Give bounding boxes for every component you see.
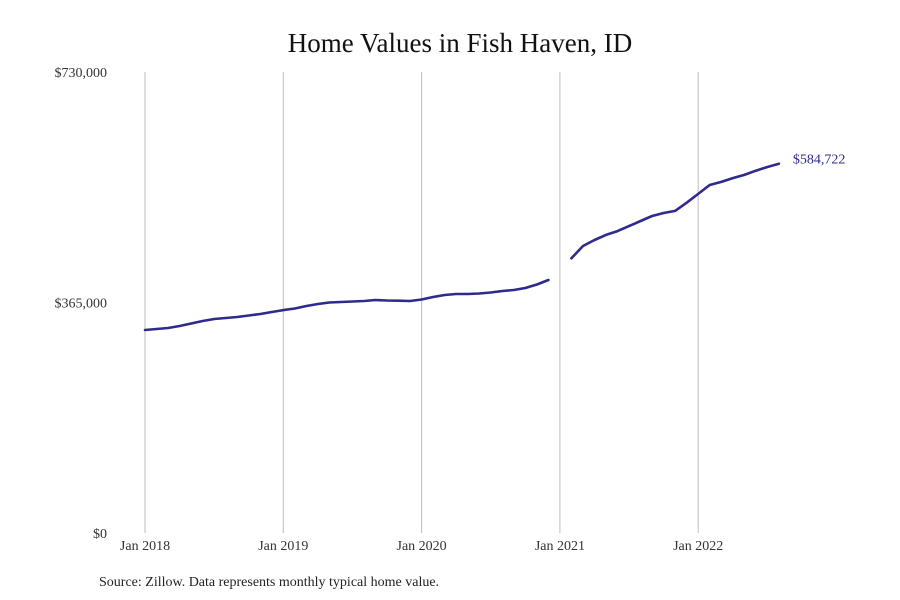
x-tick-label: Jan 2018 (120, 539, 170, 554)
gridlines (144, 72, 699, 533)
series-line-segment (143, 278, 550, 332)
x-tick-label: Jan 2022 (673, 539, 723, 554)
chart-title: Home Values in Fish Haven, ID (288, 28, 632, 58)
y-tick-label: $365,000 (55, 297, 108, 312)
x-tick-label: Jan 2020 (397, 539, 447, 554)
x-tick-label: Jan 2019 (258, 539, 308, 554)
source-note: Source: Zillow. Data represents monthly … (99, 575, 439, 590)
y-tick-label: $730,000 (55, 66, 108, 81)
y-tick-label: $0 (93, 527, 107, 542)
series-line-segment (570, 162, 781, 260)
x-axis-ticks: Jan 2018 Jan 2019 Jan 2020 Jan 2021 Jan 2022 (120, 539, 723, 554)
y-axis-ticks: $0 $365,000 $730,000 (55, 66, 108, 542)
series-lines: $584,722 (143, 153, 846, 332)
end-value-label: $584,722 (793, 153, 846, 168)
x-tick-label: Jan 2021 (535, 539, 585, 554)
